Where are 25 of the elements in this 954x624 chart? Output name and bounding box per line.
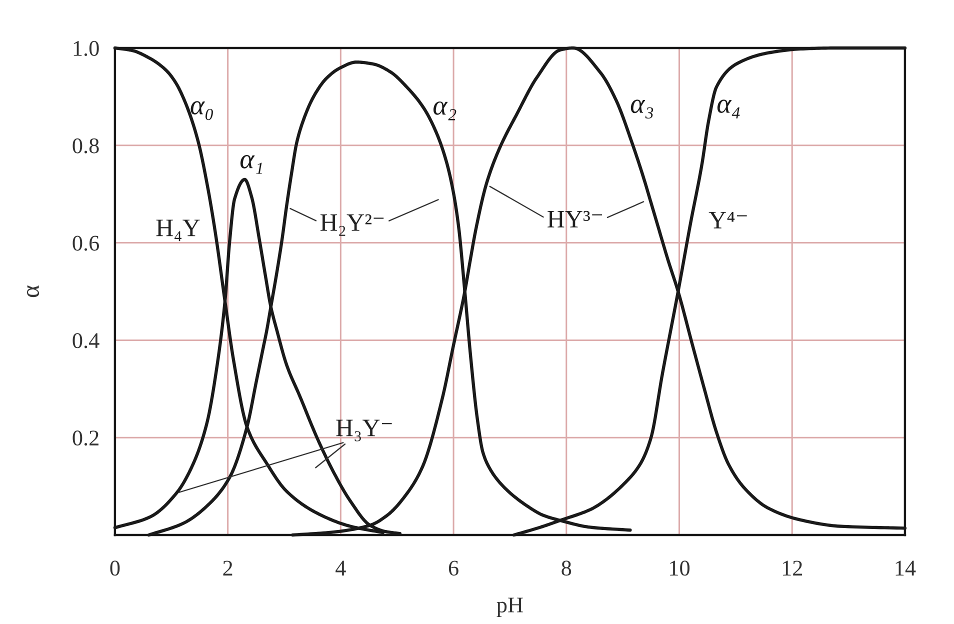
x-tick-label: 14 [896,560,916,576]
y-tick-label: 0.8 [72,138,99,154]
x-tick-label: 12 [782,560,802,576]
x-tick-label: 6 [448,560,458,576]
series-label: α₁ [240,155,262,174]
annotation: HY³⁻ [548,210,602,228]
y-tick-label: 0.4 [72,333,100,348]
y-axis-title: α [27,286,40,298]
annotation: H₄Y [156,220,200,242]
x-axis-title: pH [496,598,523,617]
series-label: α₂ [433,101,456,120]
x-tick-label: 10 [670,560,690,576]
series-label: α₀ [190,101,213,120]
series-label: α₃ [630,100,654,119]
x-tick-label: 4 [336,560,346,576]
series-label: α₄ [717,100,740,118]
annotation: Y⁴⁻ [708,212,747,228]
x-tick-label: 0 [110,560,120,576]
annotation: H₂Y²⁻ [320,214,384,236]
annotation: H₃Y⁻ [336,420,392,442]
x-tick-label: 2 [223,560,232,576]
y-tick-label: 1.0 [74,40,99,56]
x-tick-label: 8 [562,560,572,576]
y-tick-label: 0.6 [72,236,100,251]
y-tick-label: 0.2 [72,430,98,446]
